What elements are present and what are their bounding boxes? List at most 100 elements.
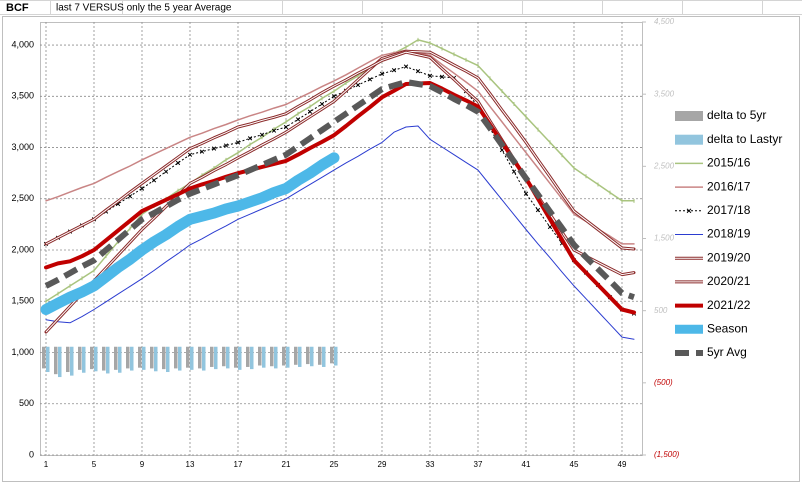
y-tick-label: 3,500 <box>11 91 34 101</box>
x-tick-label: 9 <box>140 460 145 469</box>
series-marker <box>235 140 241 145</box>
bar <box>294 346 298 365</box>
y-tick-label: 3,000 <box>11 142 34 152</box>
legend-label: 5yr Avg <box>707 345 747 359</box>
bar <box>114 346 118 370</box>
y-tick-label: 2,000 <box>11 244 34 254</box>
y-tick-label: 1,500 <box>11 296 34 306</box>
bar <box>318 346 322 365</box>
bar <box>250 346 254 370</box>
bar <box>270 346 274 367</box>
bar <box>310 346 314 367</box>
series-marker <box>355 82 361 88</box>
bar <box>94 346 98 372</box>
x-tick-label: 49 <box>618 460 627 469</box>
series-marker <box>211 146 217 151</box>
y-tick-label: 0 <box>29 449 34 459</box>
series-marker <box>187 152 193 157</box>
bar <box>210 346 214 367</box>
legend-label: 2016/17 <box>707 179 751 193</box>
bar <box>322 346 326 367</box>
y2-tick-label: 3,500 <box>654 89 675 98</box>
bar <box>130 346 134 371</box>
series-marker <box>499 147 505 153</box>
series-marker <box>151 178 157 183</box>
series-marker <box>379 71 385 76</box>
bar <box>166 346 170 373</box>
bar <box>330 346 334 364</box>
bar <box>178 346 182 371</box>
series-marker <box>439 74 445 79</box>
bar <box>274 346 278 369</box>
y2-tick-label: 4,500 <box>654 17 675 26</box>
y-tick-label: 4,000 <box>11 39 34 49</box>
y-tick-label: 2,500 <box>11 193 34 203</box>
x-tick-label: 45 <box>570 460 579 469</box>
series-marker <box>307 109 313 114</box>
bar <box>154 346 158 372</box>
series-marker <box>391 68 397 73</box>
bar <box>78 346 82 370</box>
x-tick-label: 25 <box>330 460 339 469</box>
legend-label: 2018/19 <box>707 227 751 241</box>
bar <box>102 346 106 371</box>
series-marker <box>199 149 205 154</box>
legend-label: 2020/21 <box>707 274 751 288</box>
bar <box>174 346 178 369</box>
series-marker <box>223 143 229 148</box>
bar <box>142 346 146 370</box>
axes: 0 500 1,000 1,500 2,000 2,500 3,000 3,500 4,000 (… <box>11 17 679 469</box>
series-marker <box>331 94 337 99</box>
series-line-inner <box>45 50 635 333</box>
bar <box>282 346 286 366</box>
bar <box>138 346 142 368</box>
bar <box>202 346 206 371</box>
bar <box>54 346 58 375</box>
series-marker <box>259 132 265 137</box>
x-tick-label: 21 <box>282 460 291 469</box>
y2-tick-label: 1,500 <box>654 234 675 243</box>
y2-tick-label: 500 <box>654 306 668 315</box>
bar <box>246 346 250 367</box>
series-line <box>45 39 635 303</box>
y-tick-label: 500 <box>19 398 34 408</box>
legend: delta to 5yr delta to Lastyr 2015/16 2016/1… <box>675 108 782 359</box>
series-marker <box>247 136 253 141</box>
series-marker <box>127 194 133 199</box>
bar <box>226 346 230 369</box>
series-marker <box>319 101 325 107</box>
legend-label: 2021/22 <box>707 298 751 312</box>
bar <box>66 346 70 373</box>
series-marker <box>271 128 277 133</box>
series-marker <box>523 191 529 196</box>
bar <box>286 346 290 368</box>
series-marker <box>415 69 421 74</box>
bar <box>106 346 110 374</box>
bar <box>214 346 218 370</box>
bar <box>306 346 310 365</box>
series-marker <box>535 207 541 213</box>
chart-title: last 7 VERSUS only the 5 year Average <box>56 3 232 14</box>
series-line <box>45 125 635 340</box>
x-tick-label: 33 <box>426 460 435 469</box>
unit-label: BCF <box>6 2 29 14</box>
bars <box>42 346 338 378</box>
sheet-grid <box>0 0 802 15</box>
legend-label: 2015/16 <box>707 156 751 170</box>
series-marker <box>427 73 433 78</box>
series-marker <box>295 117 301 122</box>
bar <box>262 346 266 368</box>
x-tick-label: 13 <box>186 460 195 469</box>
legend-marker <box>686 208 692 214</box>
x-tick-label: 5 <box>92 460 97 469</box>
bar <box>46 346 50 373</box>
bar <box>186 346 190 368</box>
bar <box>298 346 302 367</box>
legend-swatch <box>675 134 703 145</box>
bar <box>58 346 62 378</box>
y-tick-label: 1,000 <box>11 347 34 357</box>
series-marker <box>175 160 181 166</box>
bar <box>118 346 122 373</box>
legend-label: 2019/20 <box>707 250 751 264</box>
